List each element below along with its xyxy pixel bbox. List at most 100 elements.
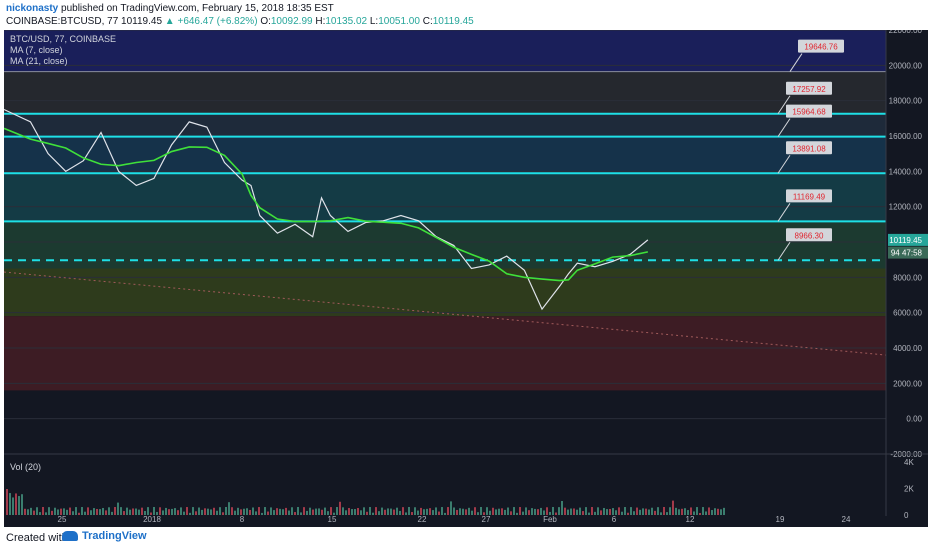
volume-bar: [474, 507, 476, 515]
zone-band-1: [4, 71, 886, 114]
open-value: 10092.99: [270, 16, 313, 27]
volume-bar: [123, 511, 125, 515]
volume-bar: [309, 507, 311, 515]
volume-bar: [312, 509, 314, 515]
volume-bar: [45, 512, 47, 515]
volume-bar: [375, 507, 377, 515]
volume-bar: [93, 508, 95, 515]
volume-bar: [720, 509, 722, 515]
legend-ma21[interactable]: MA (21, close): [10, 56, 68, 66]
volume-bar: [174, 508, 176, 515]
volume-bar: [273, 510, 275, 515]
volume-bar: [540, 507, 542, 515]
volume-bar: [348, 508, 350, 515]
volume-legend[interactable]: Vol (20): [10, 462, 42, 472]
tradingview-brand[interactable]: TradingView: [62, 530, 147, 542]
volume-bar: [552, 507, 554, 515]
volume-bar: [507, 507, 509, 515]
zone-band-6: [4, 268, 886, 317]
volume-bar: [339, 501, 341, 515]
volume-bar: [117, 502, 119, 515]
volume-bar: [438, 511, 440, 515]
volume-bar: [300, 512, 302, 515]
volume-bar: [129, 509, 131, 515]
volume-bar: [621, 511, 623, 515]
publish-text: published on TradingView.com, February 1…: [58, 3, 334, 14]
price-axis-box-1: [888, 246, 928, 259]
volume-bar: [660, 512, 662, 515]
volume-bar: [684, 508, 686, 515]
level-callout-box-2: [786, 104, 832, 118]
level-callout-box-3: [786, 141, 832, 155]
x-tick-label-5: 27: [482, 515, 491, 524]
volume-bar: [588, 512, 590, 515]
volume-bar: [141, 507, 143, 515]
volume-bar: [81, 507, 83, 515]
y-tick-label-9: 4000.00: [893, 344, 922, 353]
volume-bar: [591, 507, 593, 515]
volume-bar: [618, 507, 620, 515]
x-tick-label-1: 2018: [143, 515, 161, 524]
volume-bar: [417, 510, 419, 515]
volume-bar: [279, 508, 281, 515]
volume-bar: [429, 508, 431, 515]
volume-bar: [633, 511, 635, 515]
volume-bar: [510, 511, 512, 515]
symbol-label: COINBASE:BTCUSD, 77: [6, 16, 119, 27]
volume-bar: [366, 511, 368, 515]
volume-bar: [345, 510, 347, 515]
volume-bar: [513, 507, 515, 515]
volume-bar: [72, 511, 74, 515]
volume-bar: [534, 508, 536, 515]
volume-bar: [201, 509, 203, 515]
volume-bar: [315, 508, 317, 515]
volume-bar: [183, 511, 185, 515]
volume-bar: [624, 507, 626, 515]
volume-bar: [342, 507, 344, 515]
level-callout-label-0: 19646.76: [804, 43, 838, 52]
volume-bar: [489, 510, 491, 515]
volume-bar: [264, 507, 266, 515]
legend-ma7[interactable]: MA (7, close): [10, 45, 63, 55]
volume-bar: [630, 507, 632, 515]
volume-bar: [672, 500, 674, 515]
volume-bar: [96, 508, 98, 515]
volume-bar: [663, 507, 665, 515]
volume-bar: [138, 509, 140, 515]
volume-bar: [243, 508, 245, 515]
volume-bar: [441, 507, 443, 515]
volume-bar: [195, 511, 197, 515]
volume-bar: [33, 510, 35, 515]
close-label: C:: [422, 16, 433, 27]
volume-bar: [213, 507, 215, 515]
price-chart[interactable]: 19646.76 17257.92 15964.68 13891.08 11169.49…: [3, 26, 928, 527]
volume-bar: [48, 507, 50, 515]
volume-bar: [687, 510, 689, 515]
price-axis-label-0: 10119.45: [889, 236, 922, 245]
volume-bar: [645, 508, 647, 515]
volume-bar: [711, 510, 713, 515]
volume-bar: [615, 510, 617, 515]
volume-bar: [51, 510, 53, 515]
volume-bar: [693, 511, 695, 515]
volume-bar: [12, 497, 14, 515]
ohlc-line: COINBASE:BTCUSD, 77 10119.45 ▲ +646.47 (…: [6, 16, 474, 27]
author-link[interactable]: nickonasty: [6, 3, 59, 14]
volume-bar: [675, 507, 677, 515]
volume-bar: [240, 509, 242, 515]
y-tick-label-1: 20000.00: [889, 61, 923, 70]
chart-area[interactable]: 19646.76 17257.92 15964.68 13891.08 11169.49…: [3, 26, 928, 527]
volume-bar: [156, 511, 158, 515]
volume-bar: [678, 509, 680, 515]
volume-bar: [420, 507, 422, 515]
volume-bar: [276, 508, 278, 515]
volume-bar: [132, 508, 134, 515]
volume-bar: [723, 507, 725, 515]
publish-line: nickonasty published on TradingView.com,…: [6, 3, 334, 14]
volume-bar: [84, 511, 86, 515]
y-tick-label-10: 2000.00: [893, 379, 922, 388]
volume-bar: [333, 512, 335, 515]
volume-bar: [558, 507, 560, 515]
volume-bar: [606, 509, 608, 515]
volume-bar: [18, 496, 20, 515]
